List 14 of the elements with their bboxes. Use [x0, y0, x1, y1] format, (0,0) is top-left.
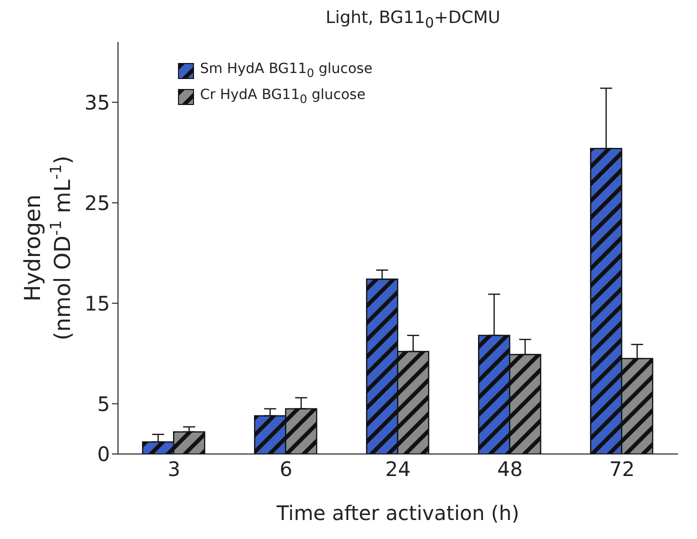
y-tick-label: 25 — [84, 190, 110, 215]
legend-label: Cr HydA BG11$_{0}$ glucose — [200, 86, 366, 108]
x-tick-label: 24 — [385, 457, 411, 482]
x-tick-label: 72 — [609, 457, 635, 482]
x-tick-label: 48 — [497, 457, 523, 482]
y-tick-label: 5 — [97, 392, 110, 416]
x-axis-title: Time after activation (h) — [276, 501, 520, 525]
y-tick-label: 15 — [84, 291, 110, 316]
y-tick-label: 0 — [97, 442, 110, 466]
y-tick-label: 35 — [84, 90, 110, 114]
legend-label: Sm HydA BG11$_{0}$ glucose — [200, 60, 372, 82]
x-tick-label: 3 — [168, 457, 180, 482]
x-tick-label: 6 — [280, 457, 292, 482]
chart-title: Light, BG11$_{0}$+DCMU — [324, 8, 502, 34]
